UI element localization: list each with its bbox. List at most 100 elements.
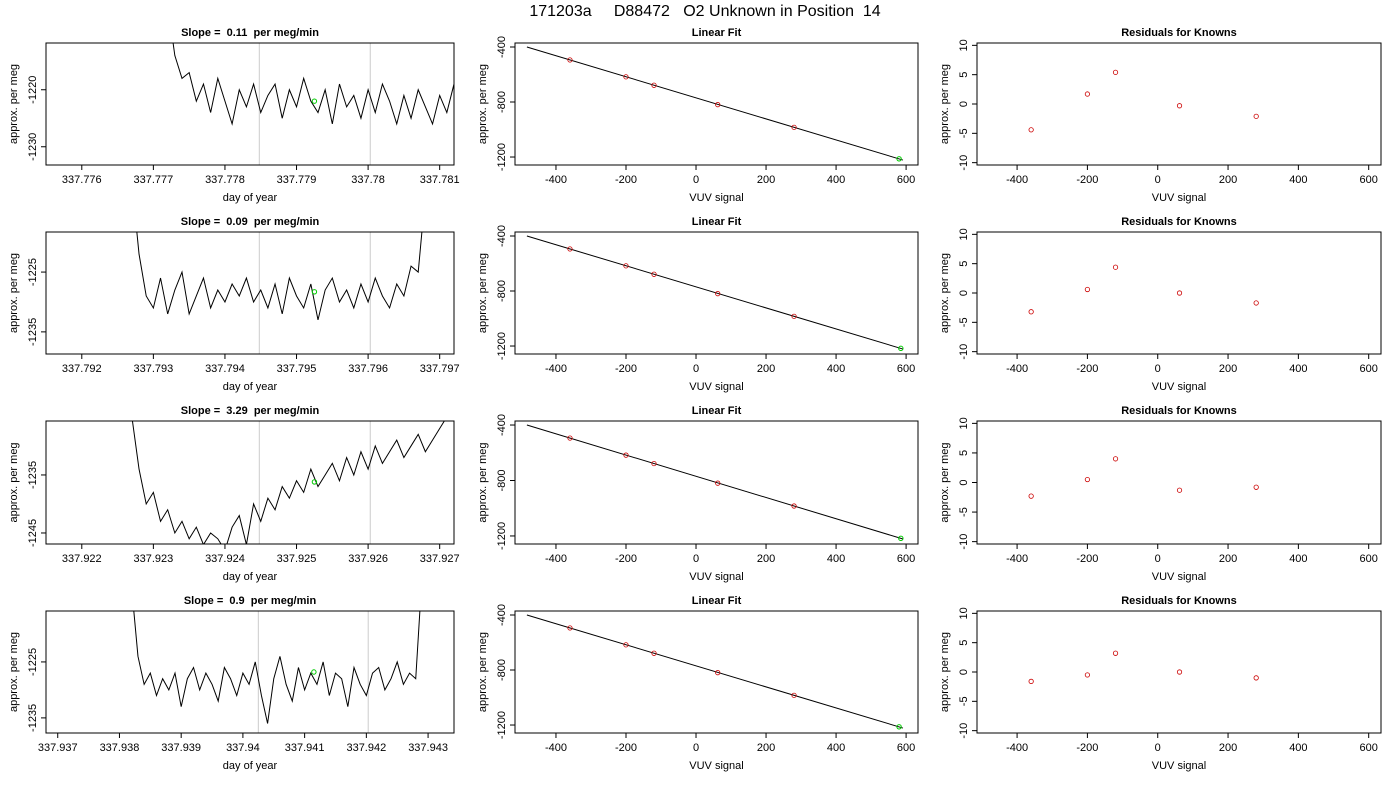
x-tick-label: 200	[1219, 553, 1237, 565]
panel-title: Residuals for Knowns	[1121, 27, 1237, 39]
plot-frame	[45, 42, 455, 166]
data-point	[623, 263, 629, 269]
fit-line	[526, 46, 904, 161]
panel: Residuals for Knowns VUV signal approx. pe…	[939, 216, 1382, 393]
data-point	[1084, 476, 1091, 483]
data-point	[791, 313, 797, 319]
y-tick-label: -1245	[27, 519, 39, 547]
data-point	[567, 435, 573, 441]
y-tick-label: -1225	[27, 648, 39, 676]
data-point	[651, 650, 657, 656]
y-tick-label: 10	[958, 607, 970, 619]
data-point	[715, 480, 721, 486]
plot-area	[526, 614, 904, 730]
panel-title: Slope = 3.29 per meg/min	[181, 405, 320, 417]
x-tick-label: -400	[545, 742, 567, 754]
x-tick-label: 337.938	[100, 742, 140, 754]
panel: Residuals for Knowns VUV signal approx. pe…	[939, 595, 1382, 772]
data-point	[567, 57, 573, 63]
unknown-point	[896, 724, 902, 730]
plot-area	[1028, 456, 1259, 499]
data-point	[567, 246, 573, 252]
y-tick-label: 0	[958, 290, 970, 296]
y-axis-label: approx. per meg	[477, 442, 489, 522]
x-tick-label: 400	[827, 742, 845, 754]
unknown-point	[311, 289, 318, 295]
data-line	[131, 421, 445, 544]
x-tick-label: -400	[545, 363, 567, 375]
data-line	[172, 43, 454, 126]
x-tick-label: -200	[615, 174, 637, 186]
data-point	[567, 625, 573, 631]
x-tick-label: 600	[897, 553, 915, 565]
panel: Slope = 0.9 per meg/min day of year approx…	[8, 595, 455, 772]
data-point	[1112, 264, 1119, 270]
x-tick-label: 400	[1289, 363, 1307, 375]
y-tick-label: 5	[958, 640, 970, 646]
plot-frame	[514, 42, 919, 166]
plot-area	[131, 421, 445, 544]
x-axis-label: VUV signal	[689, 571, 743, 583]
x-tick-label: 0	[1155, 363, 1161, 375]
y-tick-label: 5	[958, 72, 970, 78]
x-tick-label: 337.794	[205, 363, 245, 375]
panel-title: Residuals for Knowns	[1121, 595, 1237, 607]
x-axis-label: day of year	[223, 192, 278, 204]
x-axis-label: day of year	[223, 571, 278, 583]
x-tick-label: -200	[1076, 742, 1098, 754]
panel: Linear Fit VUV signal approx. per meg -400 -…	[477, 405, 919, 583]
data-point	[1176, 487, 1183, 493]
y-tick-label: 0	[958, 669, 970, 675]
x-tick-label: 337.776	[62, 174, 102, 186]
data-point	[1112, 650, 1119, 656]
y-tick-label: -1230	[27, 133, 39, 161]
x-tick-label: 337.941	[285, 742, 325, 754]
x-tick-label: 200	[757, 553, 775, 565]
data-point	[651, 460, 657, 467]
x-tick-label: -200	[615, 742, 637, 754]
data-point	[623, 452, 629, 458]
unknown-point	[898, 535, 904, 542]
panel: Slope = 0.09 per meg/min day of year appro…	[8, 216, 460, 393]
x-tick-label: 337.927	[420, 553, 460, 565]
plot-frame	[976, 42, 1382, 166]
x-tick-label: -400	[1006, 742, 1028, 754]
panel-title: Slope = 0.09 per meg/min	[181, 216, 320, 228]
x-tick-label: 0	[1155, 553, 1161, 565]
y-axis-label: approx. per meg	[939, 253, 951, 333]
x-tick-label: -200	[1076, 174, 1098, 186]
data-point	[715, 102, 721, 108]
y-axis-label: approx. per meg	[477, 64, 489, 144]
x-tick-label: 0	[1155, 174, 1161, 186]
plot-area	[526, 235, 904, 352]
x-tick-label: 0	[693, 363, 699, 375]
panel: Linear Fit VUV signal approx. per meg -400 -…	[477, 595, 919, 772]
x-tick-label: 337.922	[62, 553, 102, 565]
data-point	[1253, 484, 1259, 490]
x-tick-label: 400	[827, 553, 845, 565]
panel-title: Slope = 0.9 per meg/min	[184, 595, 317, 607]
x-tick-label: 337.793	[133, 363, 173, 375]
y-axis-label: approx. per meg	[8, 442, 20, 522]
panel-title: Linear Fit	[692, 405, 742, 417]
data-point	[651, 82, 657, 88]
y-tick-label: 10	[958, 39, 970, 51]
y-tick-label: -1200	[496, 711, 508, 739]
data-point	[791, 503, 797, 509]
x-tick-label: 400	[1289, 174, 1307, 186]
x-tick-label: 0	[693, 174, 699, 186]
panel: Linear Fit VUV signal approx. per meg -400 -…	[477, 216, 919, 393]
plot-frame	[976, 420, 1382, 545]
unknown-point	[311, 669, 317, 675]
y-tick-label: -800	[496, 280, 508, 302]
y-tick-label: -400	[496, 414, 508, 436]
plot-frame	[976, 610, 1382, 734]
data-point	[1176, 290, 1183, 296]
x-tick-label: 600	[1360, 553, 1378, 565]
plot-frame	[45, 610, 455, 734]
fit-line	[526, 614, 904, 729]
unknown-point	[311, 479, 318, 485]
x-axis-label: VUV signal	[689, 192, 743, 204]
x-tick-label: 337.777	[133, 174, 173, 186]
panel-title: Linear Fit	[692, 595, 742, 607]
